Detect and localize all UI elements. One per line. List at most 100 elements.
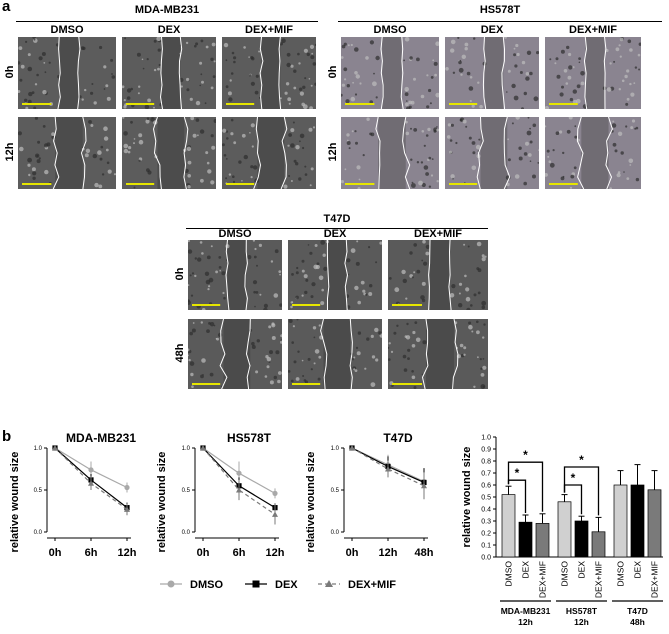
bar-category-label: DEX+MIF (538, 561, 548, 598)
legend-label: DEX (275, 579, 298, 591)
condition-label: DEX (157, 24, 181, 36)
y-tick-label: 0.5 (481, 495, 491, 502)
data-point (52, 445, 58, 451)
significance-bracket (563, 466, 600, 516)
cell-line-title: T47D (323, 213, 351, 225)
data-point (88, 480, 94, 486)
cell-line-rule (16, 21, 318, 22)
significance-bracket (507, 461, 544, 512)
data-point (272, 511, 278, 517)
y-tick-label: 0.1 (481, 543, 491, 550)
bar (574, 520, 589, 558)
micrograph-image (122, 37, 216, 109)
micrograph-image (122, 117, 216, 189)
x-tick-label: 6h (85, 547, 98, 559)
bar (557, 501, 572, 558)
x-tick-label: 12h (118, 547, 137, 559)
cell-line-title: HS578T (479, 4, 521, 16)
y-tick-label: 0.6 (481, 483, 491, 490)
micrograph-image (545, 117, 641, 189)
micrograph-image (288, 319, 382, 389)
significance-marker: * (571, 471, 576, 485)
y-tick-label: 0.9 (481, 447, 491, 454)
cell-line-title: MDA-MB231 (134, 4, 200, 16)
bar (518, 521, 533, 558)
y-tick-label: 0.3 (481, 519, 491, 526)
bar (591, 531, 606, 558)
group-time-label: 48h (630, 617, 645, 627)
legend-marker (167, 580, 175, 588)
data-point (236, 487, 242, 493)
bar-category-label: DEX (577, 561, 587, 579)
x-tick-label: 0h (197, 547, 210, 559)
micrograph-image (341, 37, 439, 109)
data-point (349, 445, 355, 451)
micrograph-image (341, 117, 439, 189)
condition-label: DMSO (218, 228, 252, 240)
bar-category-label: DMSO (504, 561, 514, 587)
micrograph-image (18, 117, 116, 189)
condition-label: DEX+MIF (569, 24, 617, 36)
line-chart-title: HS578T (227, 431, 272, 445)
significance-marker: * (515, 466, 520, 480)
group-line-label: T47D (627, 606, 648, 616)
y-tick-label: 0.0 (481, 555, 491, 562)
y-tick-label: 0.5 (34, 488, 43, 494)
y-axis-label: relative wound size (156, 452, 168, 553)
condition-label: DMSO (373, 24, 407, 36)
condition-label: DEX+MIF (414, 228, 462, 240)
data-point (272, 490, 278, 496)
y-axis-label: relative wound size (461, 447, 473, 548)
condition-label: DMSO (50, 24, 84, 36)
micrograph-image (18, 37, 116, 109)
legend-label: DEX+MIF (348, 579, 396, 591)
x-tick-label: 0h (346, 547, 359, 559)
y-tick-label: 1.0 (34, 446, 43, 452)
legend-label: DMSO (190, 579, 223, 591)
bar (613, 484, 628, 558)
data-point (200, 445, 206, 451)
condition-label: DEX (480, 24, 504, 36)
data-point (385, 466, 391, 472)
bar-category-label: DMSO (560, 561, 570, 587)
line-chart-title: MDA-MB231 (66, 431, 136, 445)
bar-category-label: DEX+MIF (650, 561, 660, 598)
y-tick-label: 0.5 (331, 488, 340, 494)
y-tick-label: 0.2 (481, 531, 491, 538)
x-tick-label: 6h (233, 547, 246, 559)
group-time-label: 12h (574, 617, 589, 627)
data-point (124, 484, 130, 491)
group-line-label: HS578T (566, 606, 598, 616)
bar-category-label: DEX (633, 561, 643, 579)
group-line-label: MDA-MB231 (501, 606, 551, 616)
panel-label-a: a (2, 0, 11, 15)
x-tick-label: 12h (266, 547, 285, 559)
y-tick-label: 0.5 (182, 488, 191, 494)
bar-category-label: DEX (521, 561, 531, 579)
x-tick-label: 12h (379, 547, 398, 559)
line-chart-title: T47D (383, 431, 413, 445)
bar-category-label: DMSO (616, 561, 626, 587)
legend-marker (325, 580, 333, 587)
y-tick-label: 1.0 (481, 435, 491, 442)
y-axis-label: relative wound size (305, 452, 317, 553)
condition-label: DEX (323, 228, 347, 240)
bar-category-label: DEX+MIF (594, 561, 604, 598)
y-tick-label: 0.8 (481, 459, 491, 466)
group-time-label: 12h (518, 617, 533, 627)
micrograph-image (222, 37, 316, 109)
data-point (421, 482, 427, 489)
y-tick-label: 0.4 (481, 507, 491, 514)
panel-label-b: b (2, 428, 12, 445)
micrograph-image (388, 319, 488, 389)
condition-label: DEX+MIF (245, 24, 293, 36)
significance-marker: * (523, 448, 528, 462)
micrograph-image (445, 117, 539, 189)
y-tick-label: 0.0 (34, 530, 43, 536)
y-tick-label: 1.0 (331, 446, 340, 452)
bar (535, 523, 550, 558)
cell-line-rule (338, 21, 662, 22)
significance-marker: * (579, 453, 584, 467)
x-tick-label: 48h (415, 547, 434, 559)
